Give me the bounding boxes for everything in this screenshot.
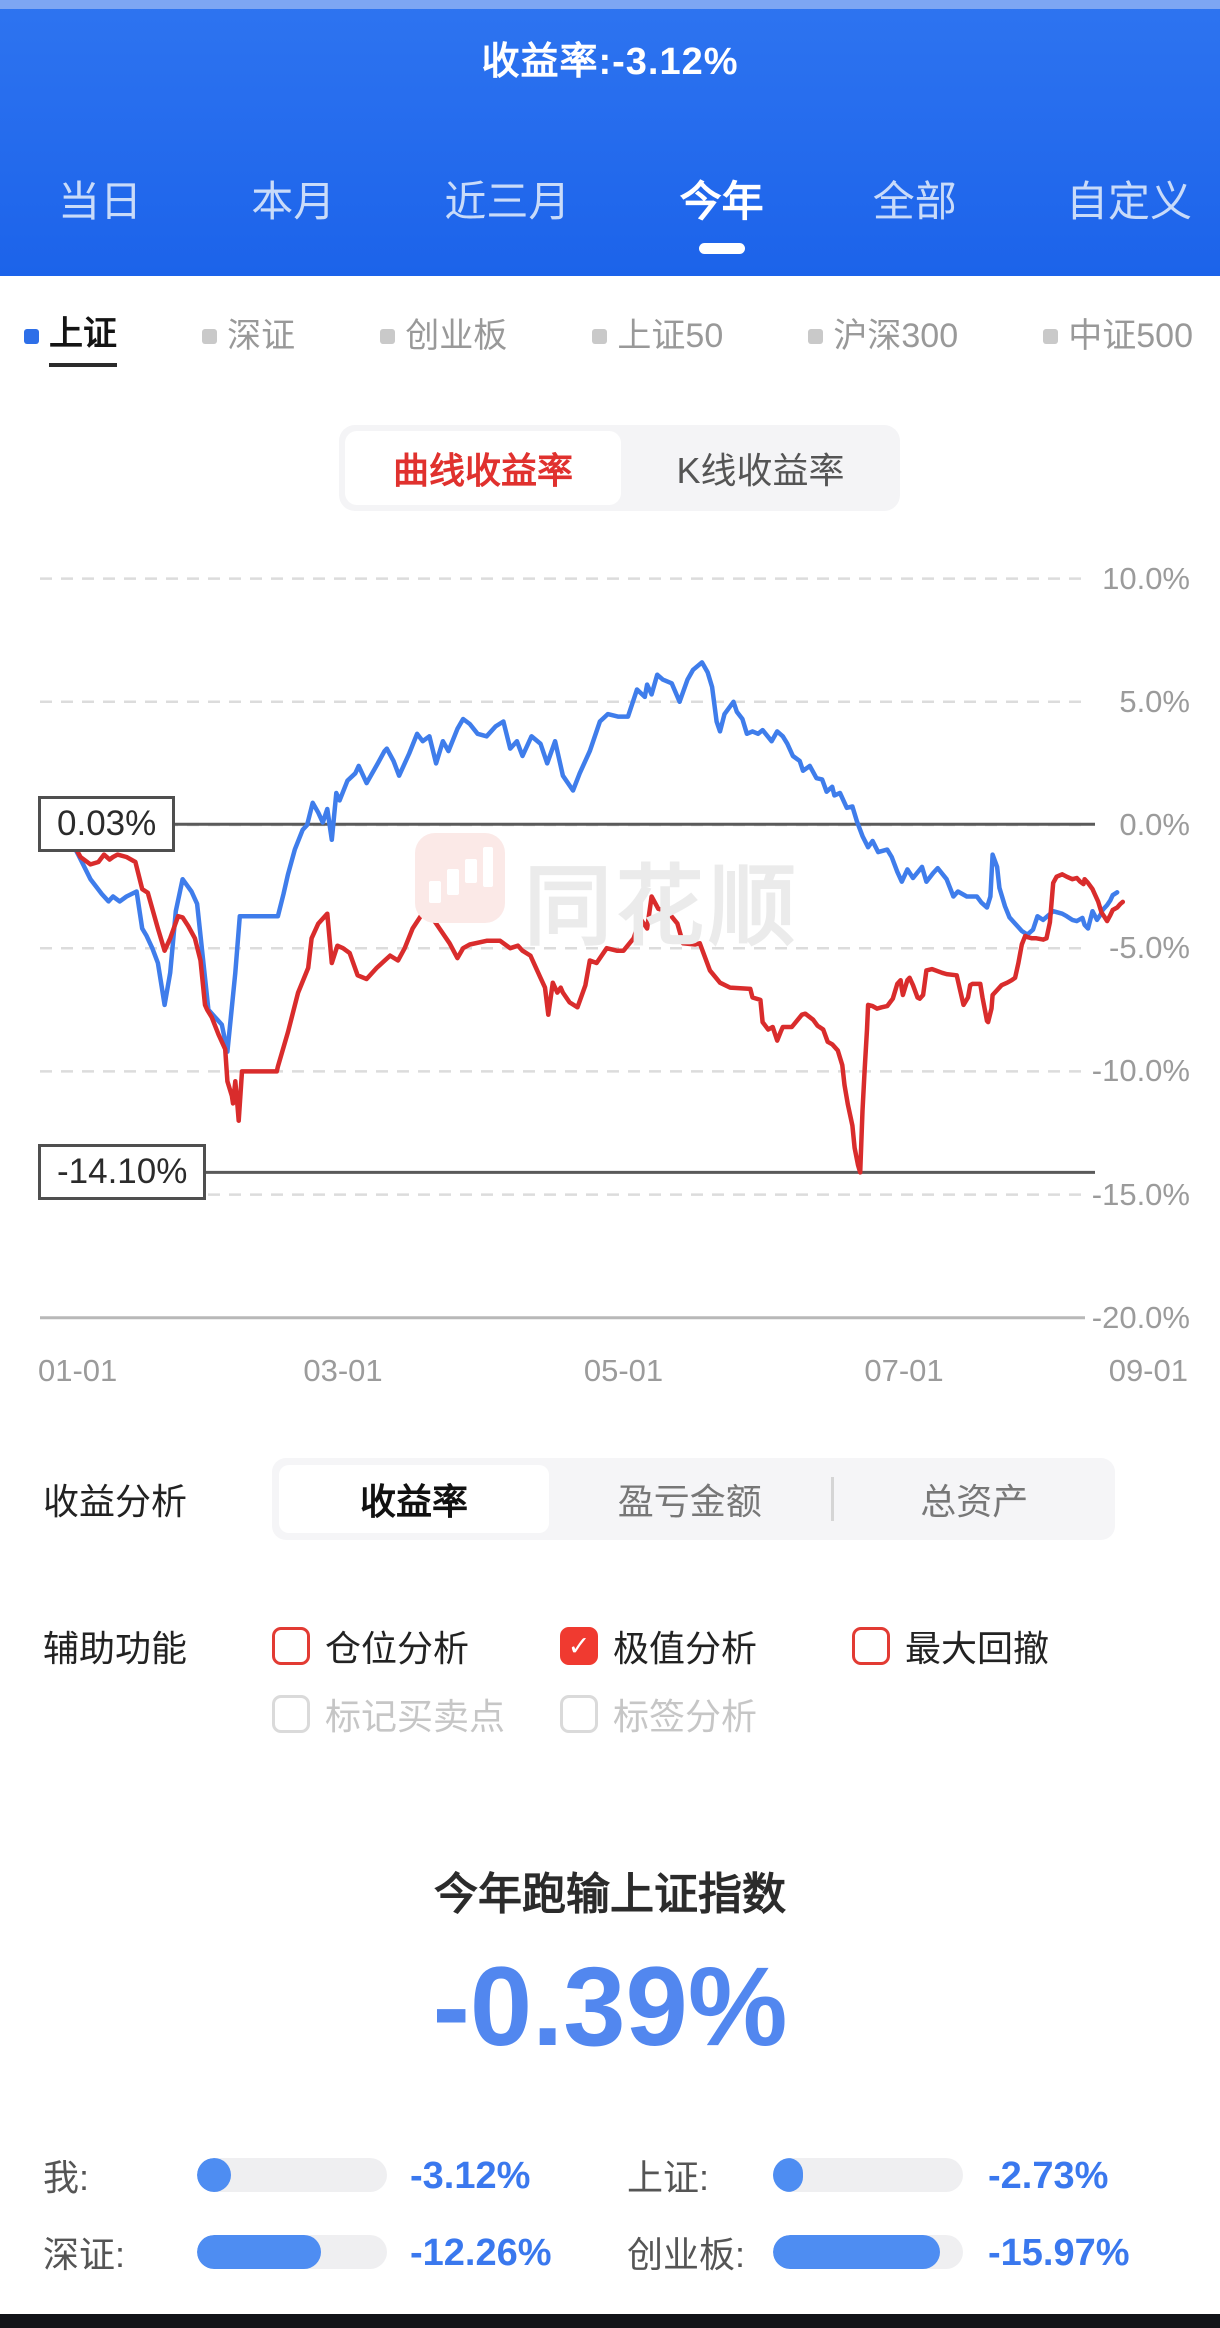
period-tabbar: 当日 本月 近三月 今年 全部 自定义 bbox=[0, 172, 1220, 258]
stat-sz-bar bbox=[197, 2235, 387, 2269]
stat-sz: 深证: bbox=[43, 2234, 126, 2275]
stat-chinext-bar bbox=[773, 2235, 963, 2269]
summary-headline: 今年跑输上证指数 bbox=[434, 1870, 786, 1919]
stat-chinext-value: -15.97% bbox=[988, 2232, 1130, 2274]
kline-return-tab[interactable]: K线收益率 bbox=[676, 450, 845, 491]
y-axis-label: -10.0% bbox=[1091, 1053, 1190, 1089]
stat-sh-bar bbox=[773, 2158, 963, 2192]
x-axis-label: 07-01 bbox=[864, 1353, 944, 1388]
benchmark-sse50[interactable]: 上证50 bbox=[592, 308, 723, 365]
analysis-section: 收益分析 收益率 盈亏金额 总资产 bbox=[0, 1458, 1220, 1540]
y-axis-label: 10.0% bbox=[1102, 560, 1190, 596]
min-value-badge: -14.10% bbox=[38, 1144, 207, 1201]
bottom-panel-edge bbox=[0, 2314, 1220, 2328]
tab-return-rate[interactable]: 收益率 bbox=[279, 1465, 549, 1533]
stat-me-bar bbox=[197, 2158, 387, 2192]
bullet-icon bbox=[380, 328, 396, 344]
page-title: 收益率:-3.12% bbox=[481, 41, 739, 83]
stat-me: 我: bbox=[43, 2157, 90, 2198]
benchmark-sz[interactable]: 深证 bbox=[202, 308, 295, 365]
x-axis-label: 01-01 bbox=[38, 1353, 118, 1388]
header: 收益率:-3.12% 当日 本月 近三月 今年 全部 自定义 bbox=[0, 0, 1220, 276]
analysis-tabbar: 收益率 盈亏金额 总资产 bbox=[272, 1458, 1115, 1540]
benchmark-csi500[interactable]: 中证500 bbox=[1043, 308, 1193, 365]
option-tag-analysis: 标签分析 bbox=[560, 1688, 852, 1740]
checkbox-icon[interactable] bbox=[272, 1627, 310, 1665]
x-axis-label: 03-01 bbox=[303, 1353, 383, 1388]
stat-sh: 上证: bbox=[627, 2157, 710, 2198]
benchmark-sh[interactable]: 上证 bbox=[24, 306, 117, 367]
max-value-badge: 0.03% bbox=[38, 796, 176, 853]
bullet-icon bbox=[592, 328, 608, 344]
checkbox-icon bbox=[272, 1695, 310, 1733]
y-axis-label: 5.0% bbox=[1119, 683, 1190, 719]
tab-today[interactable]: 当日 bbox=[58, 178, 143, 225]
tab-this-year[interactable]: 今年 bbox=[680, 172, 764, 258]
bullet-icon bbox=[1043, 328, 1059, 344]
analysis-section-label: 收益分析 bbox=[43, 1481, 188, 1522]
aux-row-1: 辅助功能 仓位分析 ✓ 极值分析 最大回撤 bbox=[0, 1622, 1220, 1670]
benchmark-chinext[interactable]: 创业板 bbox=[380, 308, 507, 365]
y-axis-label: -5.0% bbox=[1109, 930, 1190, 966]
checkbox-icon bbox=[560, 1695, 598, 1733]
returns-chart[interactable]: 同花顺 10.0% 5.0% 0.0% -5.0% -10.0% -15.0% -20.0%… bbox=[0, 520, 1220, 1400]
divider bbox=[830, 1477, 834, 1521]
bullet-icon bbox=[808, 328, 824, 344]
y-axis-label: 0.0% bbox=[1119, 807, 1190, 842]
tab-total-assets[interactable]: 总资产 bbox=[920, 1481, 1029, 1522]
stat-sz-value: -12.26% bbox=[410, 2232, 552, 2274]
tab-this-month[interactable]: 本月 bbox=[251, 178, 336, 225]
stat-sh-value: -2.73% bbox=[988, 2155, 1109, 2197]
chart-mode-toggle: 曲线收益率 K线收益率 bbox=[339, 425, 900, 511]
option-max-drawdown[interactable]: 最大回撤 bbox=[852, 1620, 1049, 1672]
tab-all[interactable]: 全部 bbox=[872, 178, 957, 225]
aux-section-label: 辅助功能 bbox=[43, 1628, 188, 1669]
watermark-text: 同花顺 bbox=[524, 857, 801, 956]
tab-pnl-amount[interactable]: 盈亏金额 bbox=[617, 1481, 762, 1522]
stat-chinext: 创业板: bbox=[627, 2234, 746, 2275]
option-position-analysis[interactable]: 仓位分析 bbox=[272, 1620, 560, 1672]
x-axis-label: 05-01 bbox=[583, 1353, 664, 1388]
status-bar-strip bbox=[0, 0, 1220, 9]
bullet-icon bbox=[202, 328, 218, 344]
tab-custom[interactable]: 自定义 bbox=[1065, 178, 1192, 225]
checkbox-icon[interactable] bbox=[852, 1627, 890, 1665]
benchmark-selector: 上证 深证 创业板 上证50 沪深300 中证500 bbox=[0, 276, 1220, 396]
checkbox-icon[interactable]: ✓ bbox=[560, 1627, 598, 1665]
tab-underline bbox=[698, 243, 745, 254]
tab-last-3-months[interactable]: 近三月 bbox=[444, 178, 571, 225]
option-mark-trades: 标记买卖点 bbox=[272, 1688, 560, 1740]
y-axis-label: -20.0% bbox=[1091, 1299, 1190, 1335]
aux-row-2: 标记买卖点 标签分析 bbox=[0, 1690, 1220, 1738]
bullet-icon bbox=[24, 328, 39, 344]
x-axis-label: 09-01 bbox=[1108, 1353, 1188, 1388]
curve-return-tab[interactable]: 曲线收益率 bbox=[345, 431, 621, 505]
y-axis-label: -15.0% bbox=[1091, 1176, 1190, 1212]
benchmark-hs300[interactable]: 沪深300 bbox=[808, 308, 958, 365]
returns-chart-svg bbox=[40, 577, 1126, 1320]
ths-logo-icon bbox=[415, 833, 505, 923]
summary-value: -0.39% bbox=[432, 1944, 788, 2069]
option-extreme-analysis[interactable]: ✓ 极值分析 bbox=[560, 1620, 852, 1672]
stat-me-value: -3.12% bbox=[410, 2155, 531, 2197]
